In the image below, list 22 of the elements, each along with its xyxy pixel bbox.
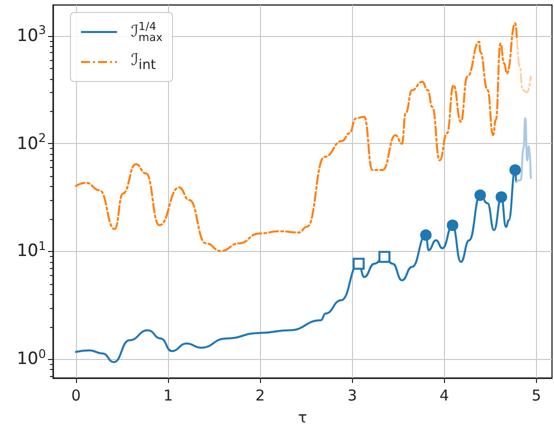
y-tick-label: 10$^{2}$ — [16, 131, 46, 154]
x-tick-label: 3 — [347, 386, 357, 404]
legend-label: ℐ$_{int}$ — [131, 50, 156, 74]
x-tick-label: 1 — [163, 386, 173, 404]
x-tick-label: 2 — [255, 386, 265, 404]
point — [352, 258, 365, 270]
point — [509, 164, 521, 176]
x-tick-label: 0 — [71, 386, 81, 404]
line-series — [516, 39, 532, 94]
line-series — [75, 22, 518, 252]
y-tick-label: 10$^{3}$ — [16, 23, 46, 46]
point — [378, 250, 390, 263]
point — [446, 220, 458, 232]
y-tick-label: 10$^{1}$ — [16, 238, 46, 262]
x-tick-label: 5 — [532, 386, 542, 404]
point — [474, 189, 486, 201]
line-series — [515, 117, 532, 184]
x-tick-label: 4 — [440, 386, 450, 404]
x-axis-title: τ — [298, 408, 308, 426]
y-tick-label: 10$^{0}$ — [16, 346, 46, 370]
point — [496, 191, 508, 203]
point — [420, 229, 432, 241]
